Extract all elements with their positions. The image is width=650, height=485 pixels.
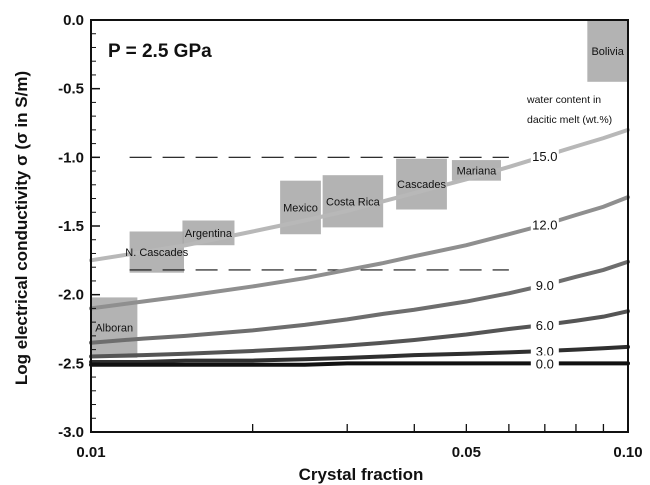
region-box-mariana	[451, 160, 501, 181]
curve-label-bg-12-0	[530, 216, 559, 232]
curve-label-bg-3-0	[530, 342, 559, 358]
curve-label-12-0: 12.0	[532, 218, 557, 233]
y-tick-label: -0.5	[58, 81, 84, 98]
region-label-mexico: Mexico	[283, 202, 318, 214]
curve-label-bg-9-0	[530, 277, 559, 293]
curve-15-0	[89, 127, 630, 263]
region-label-alboran: Alboran	[95, 323, 133, 335]
curve-label-3-0: 3.0	[536, 344, 554, 359]
curve-label-0-0: 0.0	[536, 356, 554, 371]
legend-title-line-2: dacitic melt (wt.%)	[527, 114, 612, 126]
y-tick-label: 0.0	[63, 12, 84, 29]
x-tick-label: 0.10	[613, 444, 642, 461]
curve-label-bg-6-0	[530, 316, 559, 332]
curve-label-bg-0-0	[530, 355, 559, 371]
curve-6-0	[89, 309, 630, 359]
curve-label-6-0: 6.0	[536, 318, 554, 333]
curve-label-15-0: 15.0	[532, 149, 557, 164]
region-label-costa-rica: Costa Rica	[326, 196, 381, 208]
curve-12-0	[89, 195, 630, 311]
y-tick-label: -1.0	[58, 149, 84, 166]
x-tick-label: 0.05	[452, 444, 481, 461]
y-tick-label: -2.0	[58, 287, 84, 304]
y-axis-title: Log electrical conductivity σ (σ in S/m)	[12, 71, 31, 385]
region-label-cascades: Cascades	[397, 179, 446, 191]
curve-9-0	[89, 259, 630, 345]
y-tick-label: -2.5	[58, 355, 84, 372]
region-label-n-cascades: N. Cascades	[125, 247, 188, 259]
region-label-mariana: Mariana	[457, 165, 498, 177]
y-tick-label: -1.5	[58, 218, 84, 235]
x-axis-title: Crystal fraction	[299, 465, 424, 484]
curve-3-0	[89, 344, 630, 364]
region-box-bolivia	[587, 20, 628, 82]
panel-label: P = 2.5 GPa	[108, 41, 212, 62]
x-tick-label: 0.01	[76, 444, 105, 461]
curve-label-9-0: 9.0	[536, 278, 554, 293]
region-box-cascades	[396, 158, 447, 210]
curve-0-0	[89, 361, 630, 367]
curve-label-bg-15-0	[530, 147, 559, 163]
region-label-bolivia: Bolivia	[591, 46, 624, 58]
region-box-costa-rica	[322, 175, 384, 228]
region-label-argentina: Argentina	[185, 228, 233, 240]
y-tick-label: -3.0	[58, 424, 84, 441]
legend-title-line-1: water content in	[526, 94, 601, 106]
